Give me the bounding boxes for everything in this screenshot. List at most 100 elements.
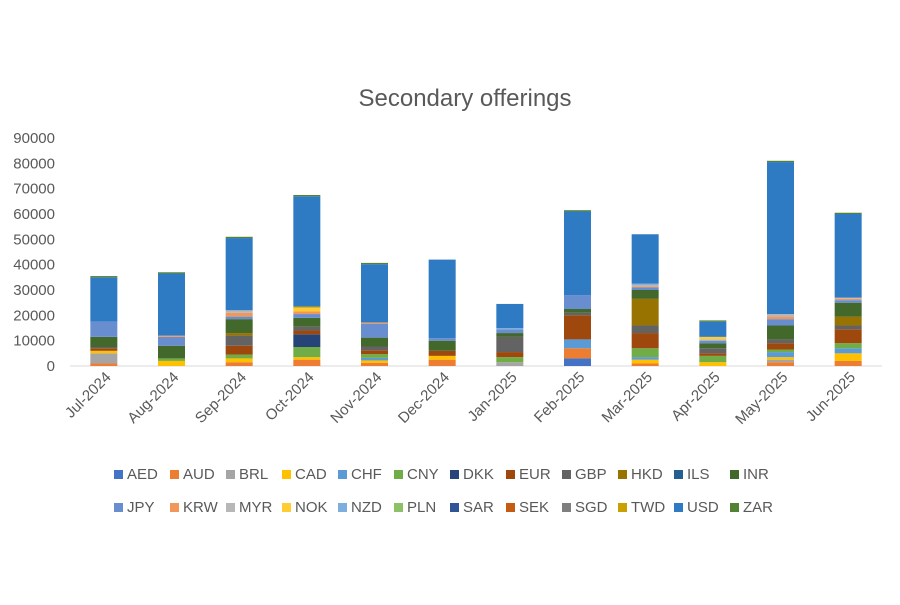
legend-label: USD [687,499,719,516]
legend-label: SAR [463,499,494,516]
legend-item-hkd: HKD [618,466,663,483]
bar-segment-chf-mar-2025 [631,357,659,360]
bar-segment-jpy-jan-2025 [496,329,524,334]
bar-segment-brl-jul-2024 [90,353,118,364]
y-tick-label: 90000 [13,130,55,147]
bar-segment-cad-dec-2024 [428,355,456,360]
bar-segment-aud-mar-2025 [631,363,659,366]
legend-label: ILS [687,466,710,483]
bar-segment-gbp-jun-2025 [834,325,862,330]
bar-segment-hkd-jun-2025 [834,316,862,326]
bar-segment-zar-sep-2024 [225,236,253,239]
bar-segment-usd-dec-2024 [428,259,456,339]
bar-segment-eur-apr-2025 [699,353,727,356]
bar-segment-cny-jan-2025 [496,357,524,363]
bar-segment-inr-mar-2025 [631,290,659,299]
y-axis: 0 10000 20000 30000 40000 50000 60000 70000 8000… [13,130,55,375]
legend-label: ZAR [743,499,773,516]
bar-segment-usd-apr-2025 [699,321,727,337]
bar-segment-brl-may-2025 [767,359,794,363]
bar-segment-inr-jul-2024 [90,336,118,347]
legend-item-zar: ZAR [730,499,773,516]
legend-swatch [282,470,291,479]
x-tick-label: Aug-2024 [124,369,182,427]
legend-item-nzd: NZD [338,499,382,516]
legend-swatch [730,503,739,512]
bar-segment-nok-apr-2025 [699,336,727,340]
bar-segment-gbp-oct-2024 [293,326,321,331]
bar-segment-jpy-nov-2024 [361,323,388,338]
legend-item-cad: CAD [282,466,327,483]
legend-item-jpy: JPY [114,499,155,516]
y-tick-label: 0 [47,358,55,375]
bar-segment-jpy-feb-2025 [564,295,591,309]
legend-item-pln: PLN [394,499,436,516]
bar-segment-cny-nov-2024 [361,354,388,358]
bar-segment-cny-aug-2024 [158,358,185,361]
legend-swatch [730,470,739,479]
legend-label: SGD [575,499,608,516]
bar-segment-cny-jun-2025 [834,343,862,349]
legend-label: MYR [239,499,273,516]
legend-label: AED [127,466,158,483]
legend-item-dkk: DKK [450,466,494,483]
legend-swatch [562,470,571,479]
bar-segment-chf-jun-2025 [834,348,862,354]
x-tick-label: Nov-2024 [327,369,385,427]
bar-segment-brl-jan-2025 [496,362,524,366]
legend-label: NZD [351,499,382,516]
bar-segment-usd-may-2025 [767,162,794,315]
bar-segment-zar-oct-2024 [293,195,321,197]
bar-segment-cad-oct-2024 [293,357,321,360]
legend-item-usd: USD [674,499,719,516]
x-tick-label: Mar-2025 [599,369,656,426]
bar-segment-aed-feb-2025 [564,358,591,366]
bar-segment-inr-dec-2024 [428,340,456,351]
legend-item-inr: INR [730,466,769,483]
bar-segment-myr-may-2025 [767,314,794,317]
x-tick-label: Jul-2024 [62,369,115,422]
bar-segment-cad-jul-2024 [90,350,118,354]
bars-group [90,160,862,366]
bar-segment-gbp-mar-2025 [631,325,659,334]
bar-segment-gbp-jul-2024 [90,347,118,349]
legend-swatch [450,503,459,512]
bar-segment-usd-jan-2025 [496,303,524,328]
legend-item-brl: BRL [226,466,268,483]
legend-label: BRL [239,466,268,483]
y-tick-label: 70000 [13,181,55,198]
legend-item-ils: ILS [674,466,710,483]
legend-swatch [506,470,515,479]
y-tick-label: 50000 [13,231,55,248]
legend-label: INR [743,466,769,483]
legend-swatch [506,503,515,512]
bar-segment-inr-may-2025 [767,325,794,340]
legend-label: CAD [295,466,327,483]
x-tick-label: Dec-2024 [395,369,453,427]
legend-swatch [170,470,179,479]
legend-swatch [394,470,403,479]
bar-segment-cny-may-2025 [767,349,794,353]
bar-segment-cad-may-2025 [767,357,794,360]
legend-swatch [450,470,459,479]
legend-item-sgd: SGD [562,499,608,516]
bar-segment-eur-oct-2024 [293,330,321,335]
legend-swatch [114,470,123,479]
bar-segment-krw-oct-2024 [293,311,321,315]
legend-item-sar: SAR [450,499,494,516]
bar-segment-cad-apr-2025 [699,362,727,366]
bar-segment-cny-oct-2024 [293,347,321,358]
bar-segment-inr-feb-2025 [564,309,591,313]
x-tick-label: Jan-2025 [464,369,520,425]
bar-segment-cny-apr-2025 [699,355,727,363]
legend-item-chf: CHF [338,466,382,483]
bar-segment-gbp-may-2025 [767,339,794,344]
bar-segment-inr-jan-2025 [496,333,524,337]
legend-swatch [226,470,235,479]
legend-item-eur: EUR [506,466,551,483]
bar-segment-cad-aug-2024 [158,360,185,366]
bar-segment-zar-may-2025 [767,160,794,163]
bar-segment-krw-sep-2024 [225,312,253,317]
bar-segment-krw-mar-2025 [631,286,659,288]
